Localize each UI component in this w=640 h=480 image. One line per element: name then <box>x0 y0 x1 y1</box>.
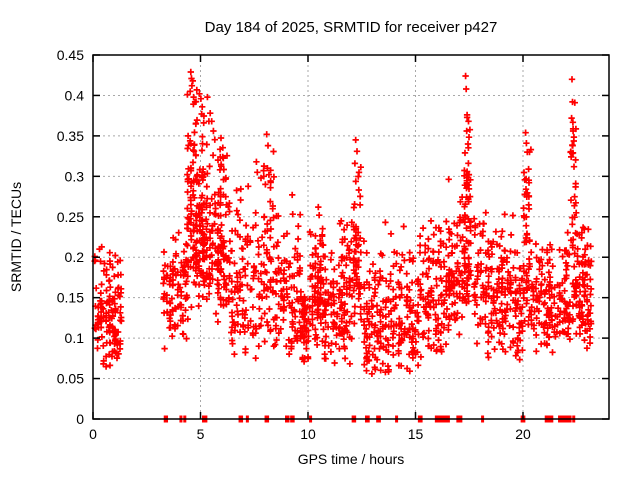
x-axis-label: GPS time / hours <box>298 451 405 467</box>
x-tick-label: 10 <box>300 426 316 442</box>
y-axis-label: SRMTID / TECUs <box>8 182 24 292</box>
y-tick-label: 0.35 <box>57 128 84 144</box>
y-tick-label: 0.2 <box>65 249 85 265</box>
x-tick-label: 20 <box>515 426 531 442</box>
y-tick-label: 0.05 <box>57 371 84 387</box>
y-tick-labels: 0 0.05 0.1 0.15 0.2 0.25 0.3 0.35 0.4 0.45 <box>57 47 84 427</box>
x-tick-label: 0 <box>89 426 97 442</box>
y-tick-label: 0.1 <box>65 330 85 346</box>
x-tick-labels: 0 5 10 15 20 <box>89 426 531 442</box>
y-tick-label: 0.25 <box>57 209 84 225</box>
scatter-markers-path <box>91 68 595 377</box>
axis-ticks <box>92 54 609 420</box>
y-tick-label: 0 <box>76 411 84 427</box>
x-tick-label: 15 <box>408 426 424 442</box>
y-tick-label: 0.3 <box>65 168 85 184</box>
x-tick-label: 5 <box>197 426 205 442</box>
y-tick-label: 0.4 <box>65 87 85 103</box>
y-tick-label: 0.15 <box>57 290 84 306</box>
plot-border <box>92 54 610 420</box>
y-tick-label: 0.45 <box>57 47 84 63</box>
chart-title: Day 184 of 2025, SRMTID for receiver p42… <box>205 19 498 36</box>
data-points <box>91 68 595 377</box>
